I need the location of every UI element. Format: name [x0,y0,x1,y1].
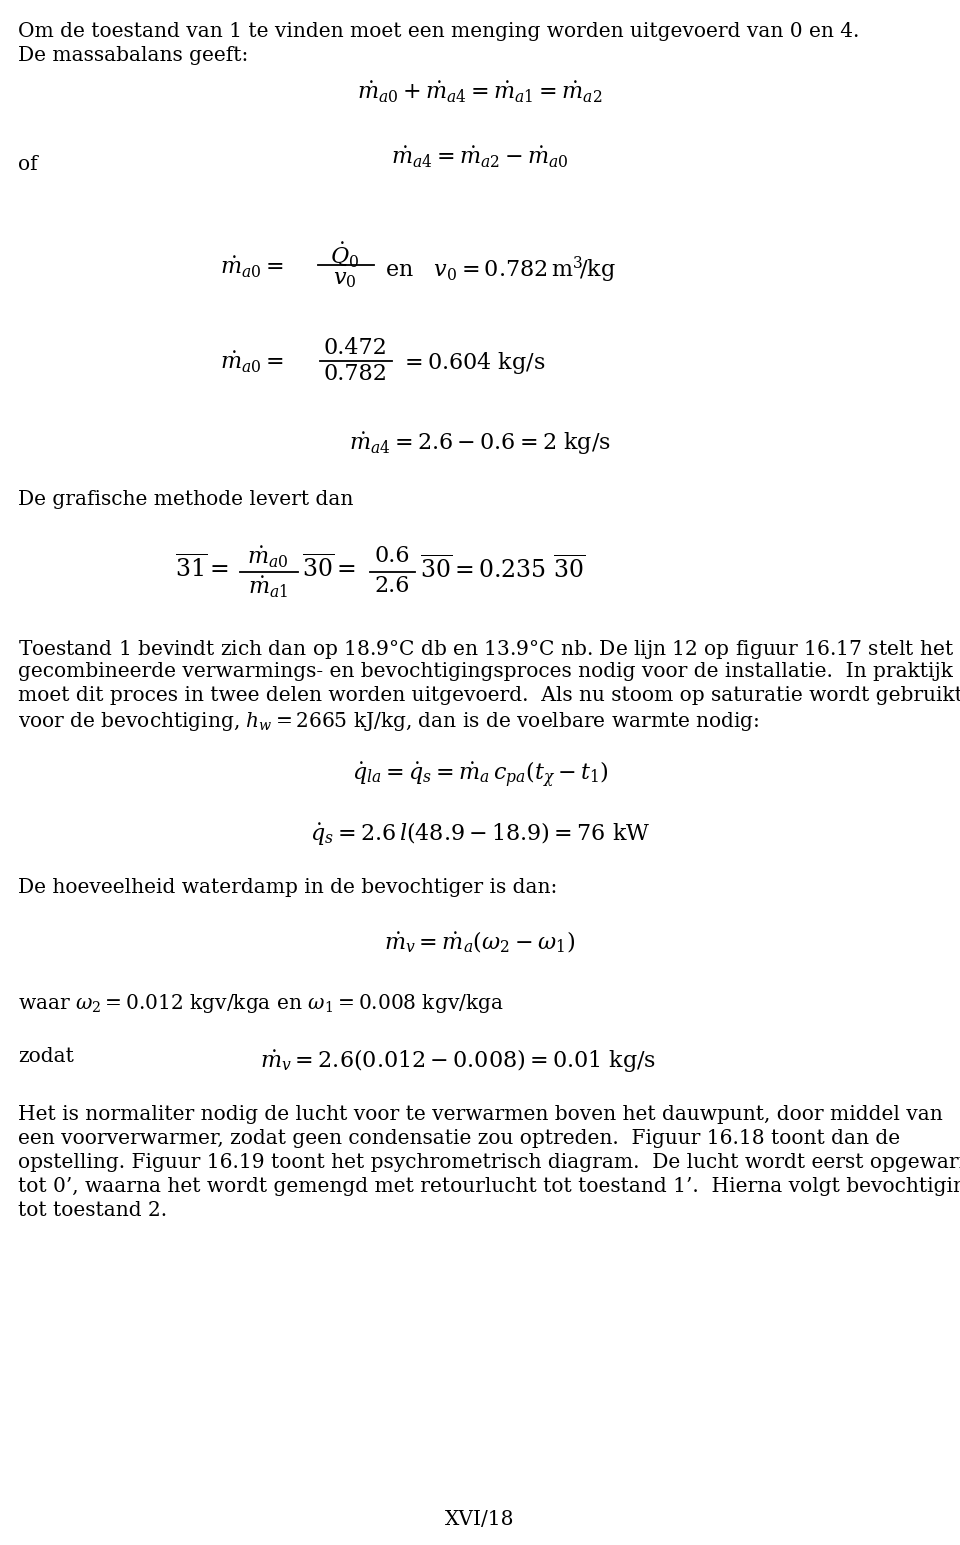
Text: $\dot{m}_{a0} =$: $\dot{m}_{a0} =$ [220,255,283,280]
Text: waar $\omega_2 = 0.012\ \mathrm{kgv/kga}$ en $\omega_1 = 0.008\ \mathrm{kgv/kga}: waar $\omega_2 = 0.012\ \mathrm{kgv/kga}… [18,992,504,1015]
Text: $\dot{m}_{a0} =$: $\dot{m}_{a0} =$ [220,351,283,375]
Text: $v_{0}$: $v_{0}$ [333,267,357,290]
Text: Om de toestand van 1 te vinden moet een menging worden uitgevoerd van 0 en 4.: Om de toestand van 1 te vinden moet een … [18,22,859,42]
Text: XVI/18: XVI/18 [445,1509,515,1530]
Text: zodat: zodat [18,1048,74,1066]
Text: Het is normaliter nodig de lucht voor te verwarmen boven het dauwpunt, door midd: Het is normaliter nodig de lucht voor te… [18,1105,943,1125]
Text: en   $v_0 = 0.782\,\mathrm{m}^3\!/\mathrm{kg}$: en $v_0 = 0.782\,\mathrm{m}^3\!/\mathrm{… [385,255,616,286]
Text: $\dot{m}_{a4} = 2.6 - 0.6 = 2\ \mathrm{kg/s}$: $\dot{m}_{a4} = 2.6 - 0.6 = 2\ \mathrm{k… [349,430,611,457]
Text: $\dot{m}_{a0} + \dot{m}_{a4} = \dot{m}_{a1} = \dot{m}_{a2}$: $\dot{m}_{a0} + \dot{m}_{a4} = \dot{m}_{… [357,80,603,105]
Text: $\dot{m}_{v} = \dot{m}_{a}(\omega_2 - \omega_1)$: $\dot{m}_{v} = \dot{m}_{a}(\omega_2 - \o… [384,930,576,955]
Text: 2.6: 2.6 [374,575,410,596]
Text: $\overline{30} = 0.235\ \overline{30}$: $\overline{30} = 0.235\ \overline{30}$ [420,555,586,582]
Text: of: of [18,154,37,175]
Text: gecombineerde verwarmings- en bevochtigingsproces nodig voor de installatie.  In: gecombineerde verwarmings- en bevochtigi… [18,661,953,681]
Text: De massabalans geeft:: De massabalans geeft: [18,46,249,65]
Text: opstelling. Figuur 16.19 toont het psychrometrisch diagram.  De lucht wordt eers: opstelling. Figuur 16.19 toont het psych… [18,1153,960,1173]
Text: een voorverwarmer, zodat geen condensatie zou optreden.  Figuur 16.18 toont dan : een voorverwarmer, zodat geen condensati… [18,1129,900,1148]
Text: $\dot{q}_{s} = 2.6\,l(48.9 - 18.9) = 76\ \mathrm{kW}$: $\dot{q}_{s} = 2.6\,l(48.9 - 18.9) = 76\… [310,820,650,847]
Text: Toestand 1 bevindt zich dan op 18.9$\degree$C db en 13.9$\degree$C nb. De lijn 1: Toestand 1 bevindt zich dan op 18.9$\deg… [18,638,954,661]
Text: 0.782: 0.782 [324,363,387,385]
Text: $\dot{m}_{v} = 2.6(0.012 - 0.008) = 0.01\ \mathrm{kg/s}$: $\dot{m}_{v} = 2.6(0.012 - 0.008) = 0.01… [260,1048,656,1074]
Text: $\dot{m}_{a4} = \dot{m}_{a2} - \dot{m}_{a0}$: $\dot{m}_{a4} = \dot{m}_{a2} - \dot{m}_{… [391,145,569,170]
Text: tot 0’, waarna het wordt gemengd met retourlucht tot toestand 1’.  Hierna volgt : tot 0’, waarna het wordt gemengd met ret… [18,1177,960,1196]
Text: De grafische methode levert dan: De grafische methode levert dan [18,490,353,508]
Text: $\overline{31} =$: $\overline{31} =$ [175,555,228,582]
Text: $= 0.604\ \mathrm{kg/s}$: $= 0.604\ \mathrm{kg/s}$ [400,351,545,375]
Text: De hoeveelheid waterdamp in de bevochtiger is dan:: De hoeveelheid waterdamp in de bevochtig… [18,878,558,898]
Text: $\dot{Q}_{0}$: $\dot{Q}_{0}$ [330,239,360,269]
Text: 0.472: 0.472 [324,337,387,358]
Text: $\dot{m}_{a0}$: $\dot{m}_{a0}$ [248,545,289,570]
Text: voor de bevochtiging, $h_w = 2665\ \mathrm{kJ/kg}$, dan is de voelbare warmte no: voor de bevochtiging, $h_w = 2665\ \math… [18,711,759,732]
Text: $\overline{30} =$: $\overline{30} =$ [302,555,356,582]
Text: 0.6: 0.6 [374,545,410,567]
Text: tot toestand 2.: tot toestand 2. [18,1200,167,1221]
Text: $\dot{q}_{la} = \dot{q}_{s} = \dot{m}_{a}\,c_{pa}(t_{\chi} - t_1)$: $\dot{q}_{la} = \dot{q}_{s} = \dot{m}_{a… [351,760,609,789]
Text: moet dit proces in twee delen worden uitgevoerd.  Als nu stoom op saturatie word: moet dit proces in twee delen worden uit… [18,686,960,705]
Text: $\dot{m}_{a1}$: $\dot{m}_{a1}$ [248,575,288,599]
